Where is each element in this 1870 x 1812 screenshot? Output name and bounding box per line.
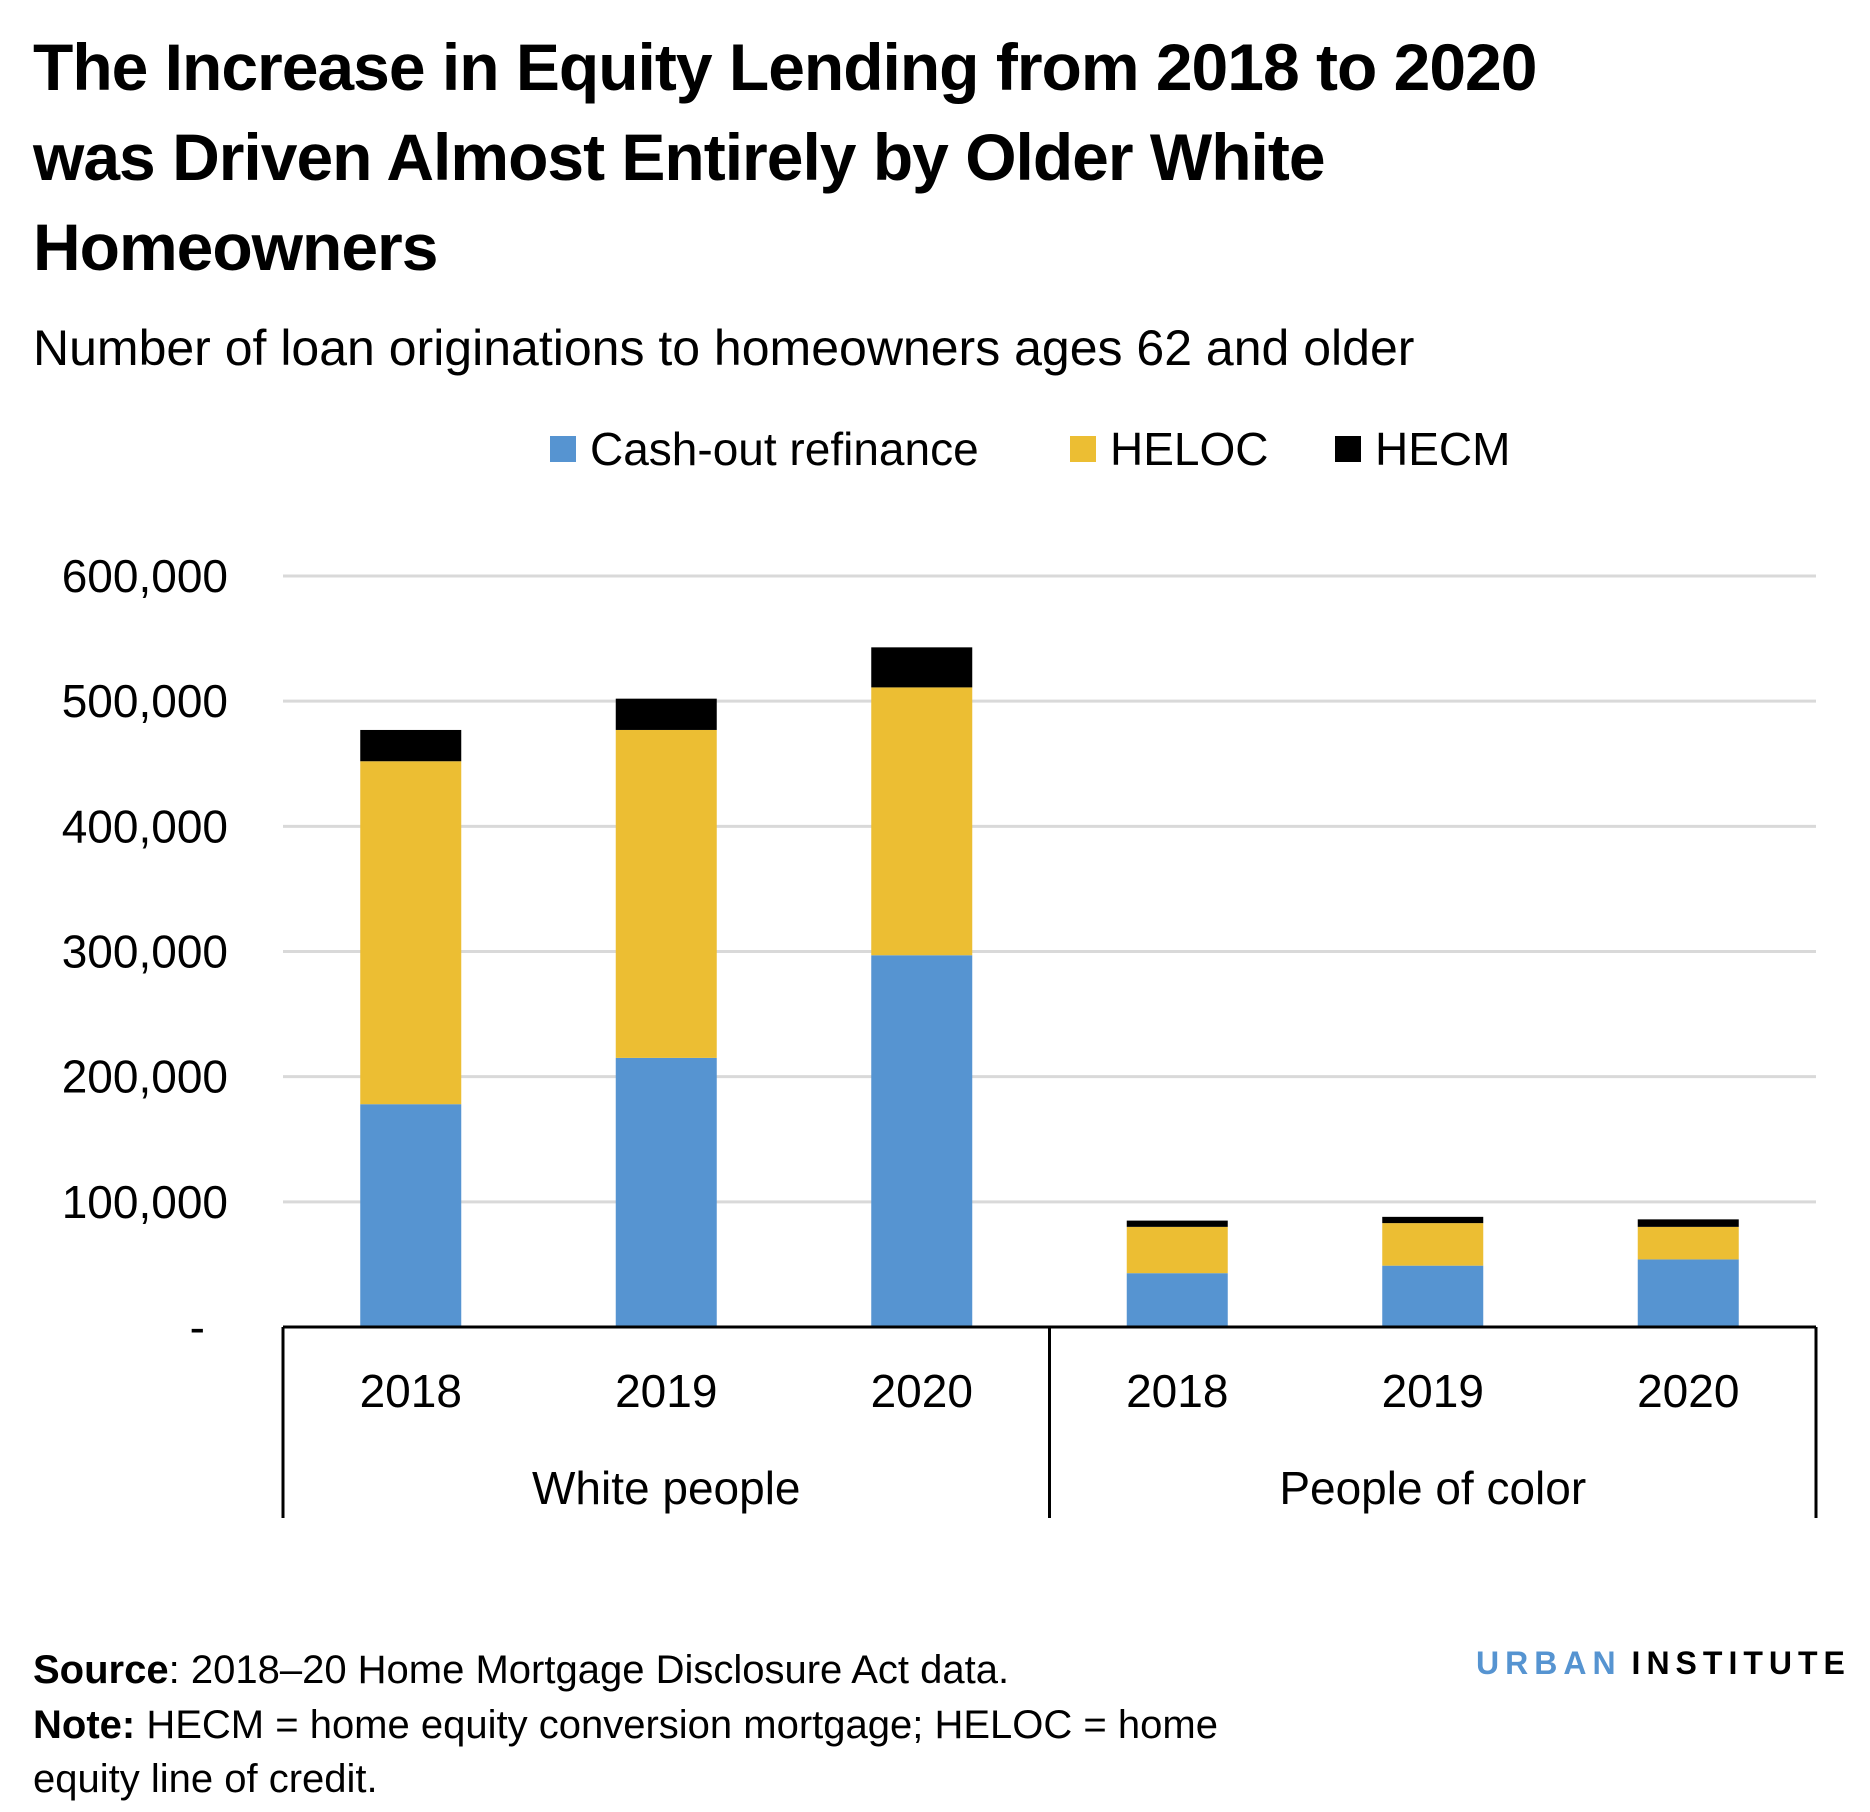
y-tick-label-4: 400,000: [62, 800, 228, 852]
bar-cash-out-refinance-0: [360, 1104, 462, 1327]
bar-hecm-5: [1637, 1219, 1739, 1227]
bar-cash-out-refinance-2: [871, 955, 973, 1327]
bar-heloc-1: [615, 729, 717, 1058]
x-tick-label-2: 2020: [871, 1365, 973, 1417]
bar-hecm-0: [360, 729, 462, 762]
bar-cash-out-refinance-3: [1126, 1273, 1228, 1327]
chart-title-line-3: Homeowners: [33, 210, 437, 284]
legend-label-0: Cash-out refinance: [590, 423, 979, 475]
legend-swatch-2: [1335, 436, 1361, 462]
y-tick-label-5: 500,000: [62, 675, 228, 727]
bar-hecm-4: [1382, 1216, 1484, 1224]
group-label-1: People of color: [1279, 1462, 1586, 1514]
bar-heloc-0: [360, 761, 462, 1105]
legend-swatch-1: [1070, 436, 1096, 462]
y-tick-label-2: 200,000: [62, 1051, 228, 1103]
source-text: : 2018–20 Home Mortgage Disclosure Act d…: [169, 1648, 1009, 1692]
bar-cash-out-refinance-1: [615, 1057, 717, 1327]
chart-title-line-1: The Increase in Equity Lending from 2018…: [33, 30, 1536, 104]
bar-cash-out-refinance-4: [1382, 1265, 1484, 1327]
y-axis-tick-labels: - 100,000 200,000 300,000 400,000 500,000 600,…: [62, 550, 228, 1353]
bar-heloc-4: [1382, 1223, 1484, 1266]
y-tick-label-1: 100,000: [62, 1176, 228, 1228]
bar-heloc-2: [871, 687, 973, 956]
legend-swatch-0: [550, 436, 576, 462]
x-tick-label-3: 2018: [1126, 1365, 1228, 1417]
gridlines: [283, 574, 1816, 1204]
x-tick-label-5: 2020: [1637, 1365, 1739, 1417]
logo-part-2: INSTITUTE: [1632, 1645, 1851, 1681]
note-label: Note:: [33, 1703, 135, 1747]
urban-institute-logo: URBAN INSTITUTE: [1476, 1645, 1851, 1681]
chart-title-line-2: was Driven Almost Entirely by Older Whit…: [32, 120, 1325, 194]
x-axis-tick-labels: 2018 2019 2020 2018 2019 2020 White people Peop…: [360, 1365, 1740, 1514]
y-tick-label-6: 600,000: [62, 550, 228, 602]
bars: [360, 647, 1739, 1327]
bar-hecm-3: [1126, 1220, 1228, 1227]
chart-subtitle: Number of loan originations to homeowner…: [33, 320, 1414, 376]
x-axis: [281, 1325, 1818, 1518]
note-text-2: equity line of credit.: [33, 1757, 378, 1801]
y-tick-label-0: -: [190, 1301, 205, 1353]
x-tick-label-4: 2019: [1382, 1365, 1484, 1417]
group-label-0: White people: [532, 1462, 801, 1514]
bar-hecm-2: [871, 647, 973, 688]
x-tick-label-1: 2019: [615, 1365, 717, 1417]
source-label: Source: [33, 1648, 169, 1692]
legend-label-2: HECM: [1375, 423, 1510, 475]
bar-hecm-1: [615, 698, 717, 730]
bar-heloc-3: [1126, 1226, 1228, 1274]
bar-cash-out-refinance-5: [1637, 1259, 1739, 1327]
legend: Cash-out refinance HELOC HECM: [550, 423, 1510, 475]
legend-label-1: HELOC: [1110, 423, 1268, 475]
x-tick-label-0: 2018: [360, 1365, 462, 1417]
y-tick-label-3: 300,000: [62, 926, 228, 978]
note: Note: HECM = home equity conversion mort…: [33, 1703, 1218, 1747]
bar-heloc-5: [1637, 1226, 1739, 1260]
note-text-1: HECM = home equity conversion mortgage; …: [135, 1703, 1218, 1747]
logo-part-1: URBAN: [1476, 1645, 1622, 1681]
source-note: Source: 2018–20 Home Mortgage Disclosure…: [33, 1648, 1009, 1692]
